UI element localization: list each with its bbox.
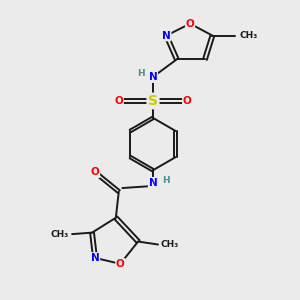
- Text: S: S: [148, 94, 158, 108]
- Text: O: O: [114, 96, 123, 106]
- Text: H: H: [162, 176, 169, 185]
- Text: N: N: [91, 253, 99, 263]
- Text: CH₃: CH₃: [239, 31, 257, 40]
- Text: O: O: [116, 259, 125, 269]
- Text: CH₃: CH₃: [51, 230, 69, 238]
- Text: CH₃: CH₃: [161, 240, 179, 249]
- Text: H: H: [137, 69, 145, 78]
- Text: O: O: [91, 167, 99, 177]
- Text: N: N: [148, 178, 157, 188]
- Text: O: O: [183, 96, 191, 106]
- Text: O: O: [186, 19, 194, 29]
- Text: N: N: [162, 31, 171, 40]
- Text: N: N: [148, 72, 157, 82]
